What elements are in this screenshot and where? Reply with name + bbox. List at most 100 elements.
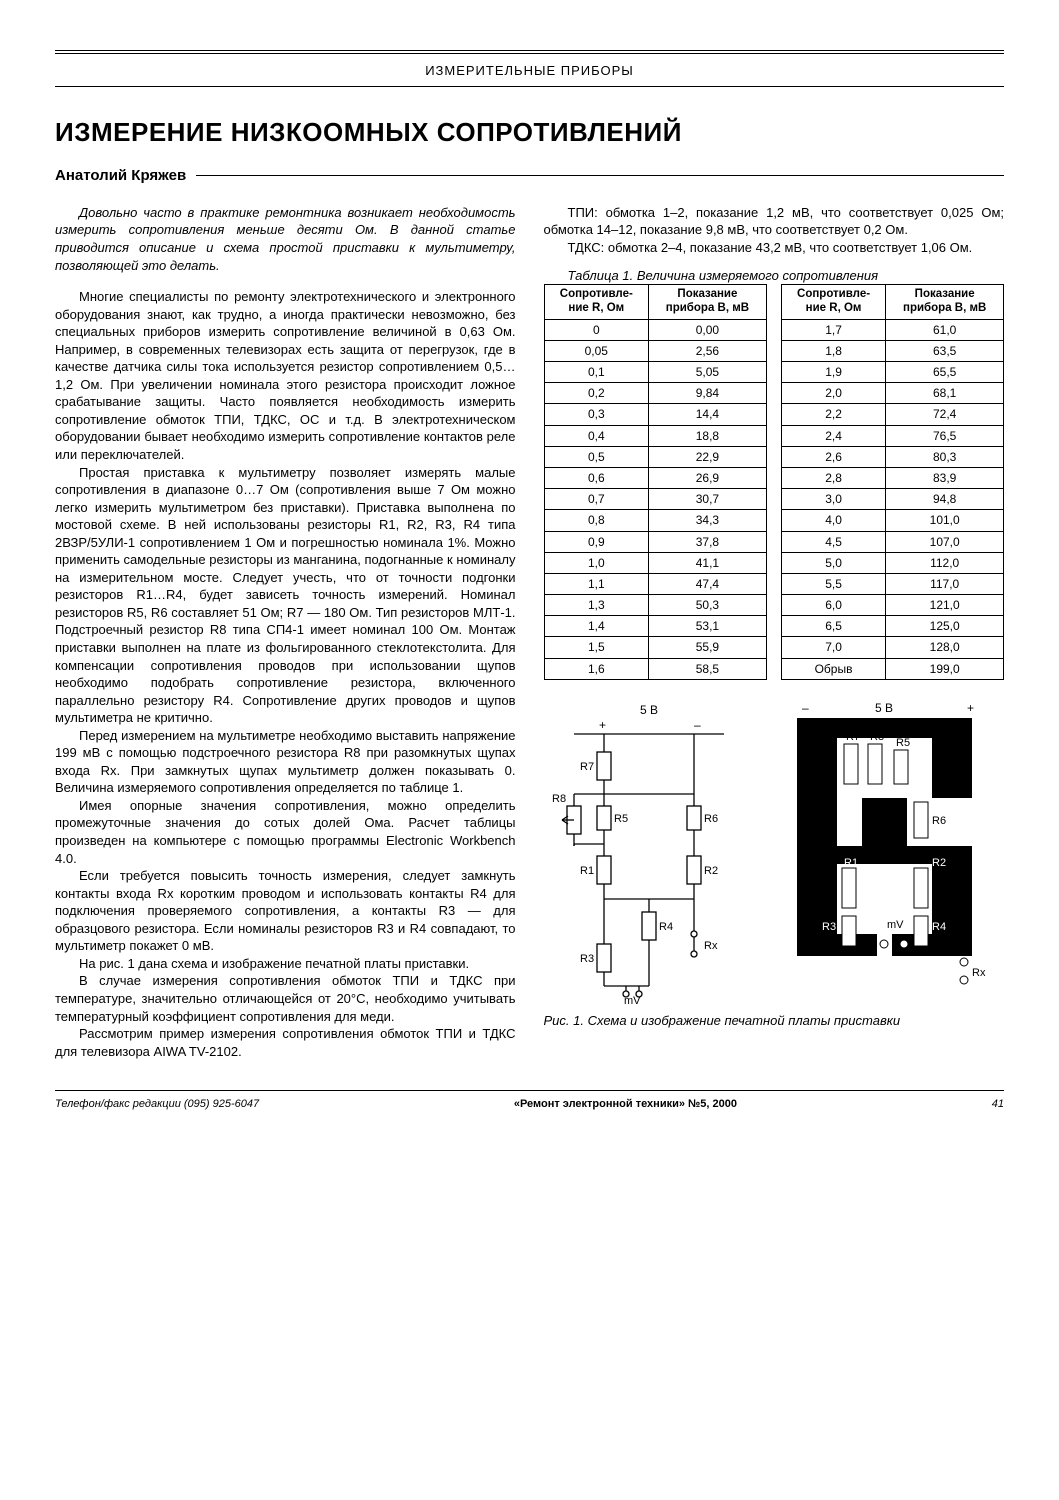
table-row: 0,15,05 xyxy=(544,362,766,383)
label-rx: Rx xyxy=(972,967,986,979)
table-cell: 1,0 xyxy=(544,552,649,573)
table-cell: 0,1 xyxy=(544,362,649,383)
table-cell: 6,0 xyxy=(781,595,886,616)
table-cell: 26,9 xyxy=(649,467,767,488)
table-row: 1,658,5 xyxy=(544,658,766,679)
table-cell: 76,5 xyxy=(886,425,1004,446)
label-r4: R4 xyxy=(659,921,673,933)
table-cell: 0,6 xyxy=(544,467,649,488)
table-cell: 94,8 xyxy=(886,489,1004,510)
table-cell: 1,9 xyxy=(781,362,886,383)
table-cell: 5,5 xyxy=(781,573,886,594)
table-cell: 14,4 xyxy=(649,404,767,425)
table-row: 4,0101,0 xyxy=(781,510,1003,531)
label-r5: R5 xyxy=(896,737,910,749)
table-caption: Таблица 1. Величина измеряемого сопротив… xyxy=(544,267,1005,285)
table-row: 1,555,9 xyxy=(544,637,766,658)
table-cell: 0,5 xyxy=(544,446,649,467)
paragraph: Перед измерением на мультиметре необходи… xyxy=(55,727,516,797)
label-r8: R8 xyxy=(870,731,884,743)
table-row: 0,29,84 xyxy=(544,383,766,404)
table-cell: 47,4 xyxy=(649,573,767,594)
table-1: Сопротивле-ние R, Ом Показаниеприбора В,… xyxy=(544,284,1005,680)
table-cell: 2,2 xyxy=(781,404,886,425)
table-row: 2,068,1 xyxy=(781,383,1003,404)
label-r7: R7 xyxy=(846,731,860,743)
table-row: 4,5107,0 xyxy=(781,531,1003,552)
table-cell: 55,9 xyxy=(649,637,767,658)
table-cell: 4,5 xyxy=(781,531,886,552)
table-header: Показаниеприбора В, мВ xyxy=(649,285,767,320)
table-cell: 9,84 xyxy=(649,383,767,404)
author-name: Анатолий Кряжев xyxy=(55,166,186,186)
label-r7: R7 xyxy=(580,761,594,773)
footer: Телефон/факс редакции (095) 925-6047 «Ре… xyxy=(55,1090,1004,1112)
table-cell: 2,6 xyxy=(781,446,886,467)
table-cell: 2,8 xyxy=(781,467,886,488)
pcb-layout: 5 В – + xyxy=(772,694,997,1004)
label-rx: Rx xyxy=(704,940,718,952)
label-r6: R6 xyxy=(932,815,946,827)
table-row: Обрыв199,0 xyxy=(781,658,1003,679)
table-cell: 0,8 xyxy=(544,510,649,531)
table-cell: 1,5 xyxy=(544,637,649,658)
author-rule xyxy=(196,175,1004,176)
figure-caption: Рис. 1. Схема и изображение печатной пла… xyxy=(544,1012,1005,1030)
label-r1: R1 xyxy=(580,865,594,877)
table-row: 00,00 xyxy=(544,319,766,340)
paragraph: В случае измерения сопротивления обмоток… xyxy=(55,972,516,1025)
table-cell: 3,0 xyxy=(781,489,886,510)
label-r2: R2 xyxy=(704,865,718,877)
plus-icon: + xyxy=(967,701,974,715)
table-row: 2,272,4 xyxy=(781,404,1003,425)
label-r3: R3 xyxy=(822,921,836,933)
paragraph: На рис. 1 дана схема и изображение печат… xyxy=(55,955,516,973)
table-cell: 2,0 xyxy=(781,383,886,404)
table-cell: 1,6 xyxy=(544,658,649,679)
paragraph: Если требуется повысить точность измерен… xyxy=(55,867,516,955)
paragraph: ТПИ: обмотка 1–2, показание 1,2 мВ, что … xyxy=(544,204,1005,239)
table-row: 1,453,1 xyxy=(544,616,766,637)
table-row: 0,522,9 xyxy=(544,446,766,467)
table-row: 0,834,3 xyxy=(544,510,766,531)
minus-icon: – xyxy=(802,701,809,715)
table-cell: 6,5 xyxy=(781,616,886,637)
table-cell: 68,1 xyxy=(886,383,1004,404)
label-r6: R6 xyxy=(704,813,718,825)
table-row: 5,5117,0 xyxy=(781,573,1003,594)
label-mv: mV xyxy=(887,919,904,931)
schematic-diagram: 5 В + – R7 xyxy=(544,694,754,1004)
table-cell: 37,8 xyxy=(649,531,767,552)
table-cell: 30,7 xyxy=(649,489,767,510)
label-r4: R4 xyxy=(932,921,946,933)
article-title: ИЗМЕРЕНИЕ НИЗКООМНЫХ СОПРОТИВЛЕНИЙ xyxy=(55,115,1004,150)
table-cell: 22,9 xyxy=(649,446,767,467)
table-row: 7,0128,0 xyxy=(781,637,1003,658)
table-row: 2,476,5 xyxy=(781,425,1003,446)
table-cell: 7,0 xyxy=(781,637,886,658)
table-cell: 50,3 xyxy=(649,595,767,616)
table-row: 0,052,56 xyxy=(544,340,766,361)
table-1-right: Сопротивле-ние R, Ом Показаниеприбора В,… xyxy=(781,284,1004,680)
label-r3: R3 xyxy=(580,953,594,965)
figure-1: 5 В + – R7 xyxy=(544,694,1005,1030)
plus-icon: + xyxy=(599,718,606,732)
table-cell: 117,0 xyxy=(886,573,1004,594)
table-cell: 5,05 xyxy=(649,362,767,383)
lead-paragraph: Довольно часто в практике ремонтника воз… xyxy=(55,204,516,274)
table-cell: 0,7 xyxy=(544,489,649,510)
table-cell: 0,05 xyxy=(544,340,649,361)
table-cell: 83,9 xyxy=(886,467,1004,488)
footer-left: Телефон/факс редакции (095) 925-6047 xyxy=(55,1097,259,1112)
table-row: 1,041,1 xyxy=(544,552,766,573)
table-cell: 18,8 xyxy=(649,425,767,446)
table-row: 2,680,3 xyxy=(781,446,1003,467)
table-cell: 0,9 xyxy=(544,531,649,552)
table-cell: 0,2 xyxy=(544,383,649,404)
table-cell: 121,0 xyxy=(886,595,1004,616)
label-r8: R8 xyxy=(552,793,566,805)
table-cell: 1,3 xyxy=(544,595,649,616)
table-row: 3,094,8 xyxy=(781,489,1003,510)
table-header: Сопротивле-ние R, Ом xyxy=(544,285,649,320)
table-cell: 41,1 xyxy=(649,552,767,573)
